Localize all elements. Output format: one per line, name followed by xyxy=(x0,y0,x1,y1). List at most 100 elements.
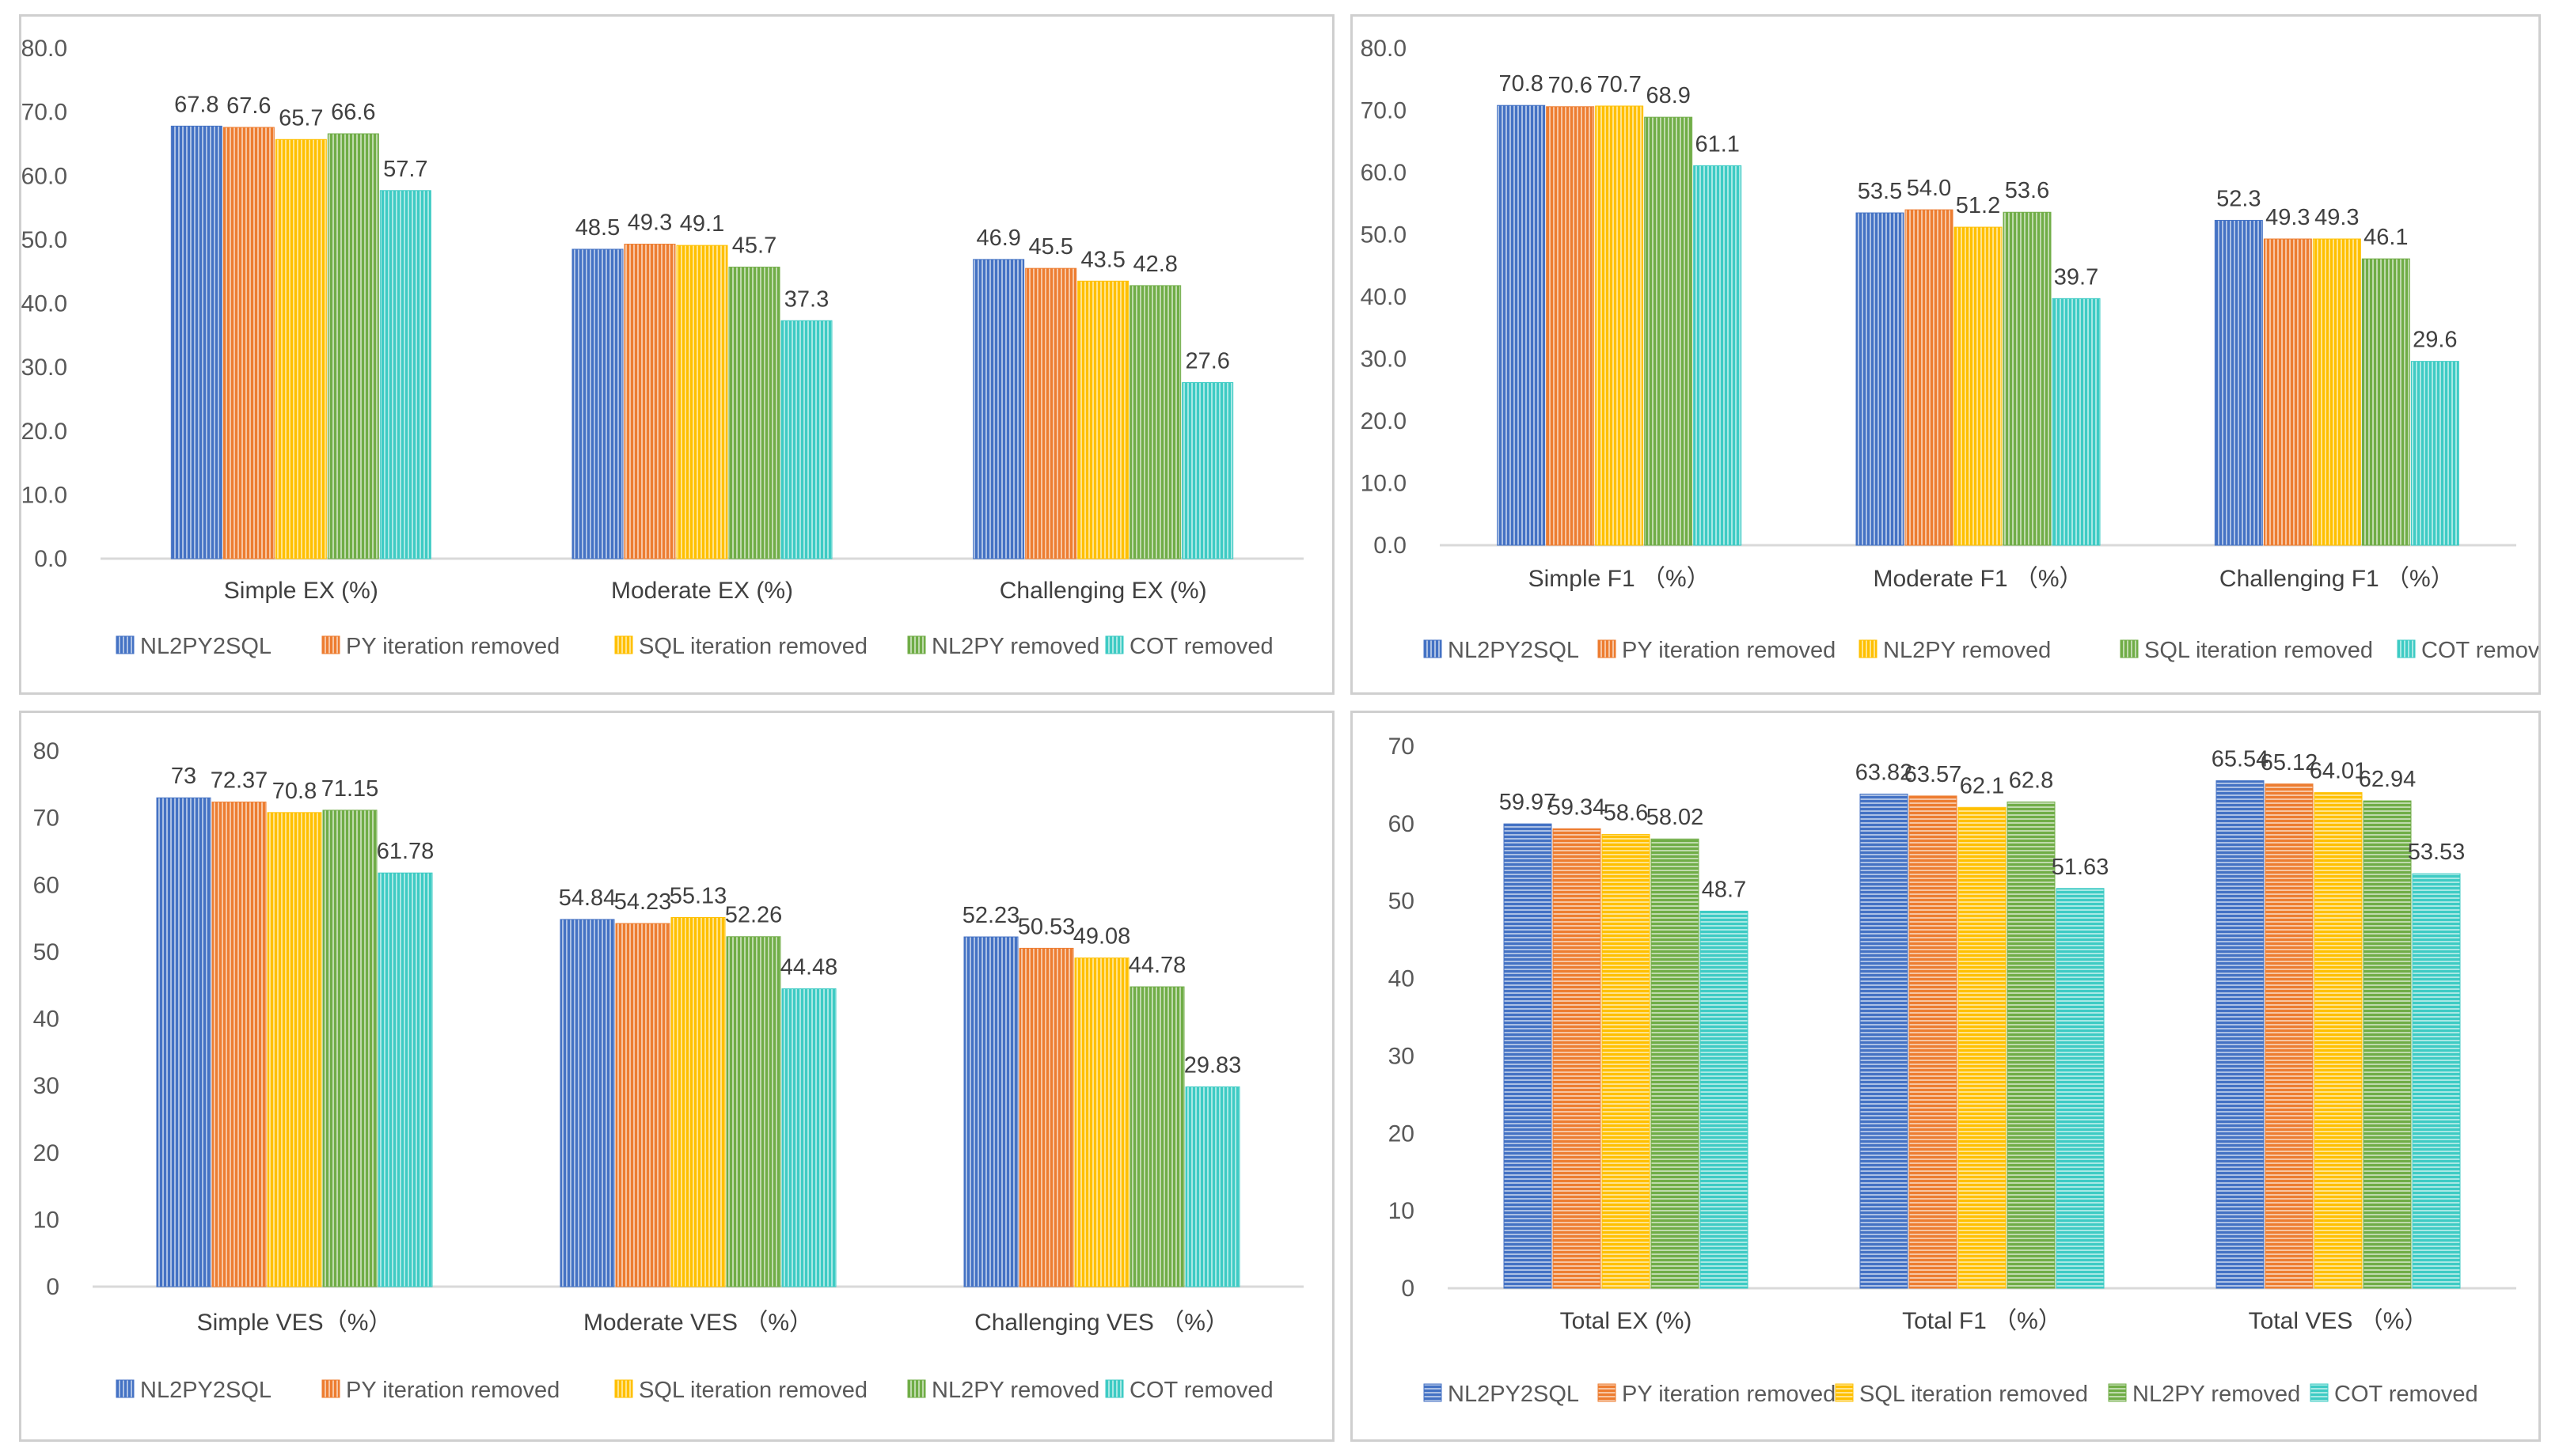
data-label: 51.2 xyxy=(1956,193,2000,218)
y-tick-label: 50.0 xyxy=(1361,222,1407,248)
y-tick-label: 50 xyxy=(33,939,59,965)
legend-swatch xyxy=(2310,1383,2329,1402)
bar xyxy=(170,125,222,559)
y-tick-label: 0.0 xyxy=(34,546,67,572)
category-label: Simple EX (%) xyxy=(224,578,378,604)
legend-label: COT removed xyxy=(1130,1378,1274,1403)
bar xyxy=(2263,238,2312,546)
data-label: 59.97 xyxy=(1499,790,1557,815)
legend-label: PY iteration removed xyxy=(346,634,560,659)
legend-swatch xyxy=(1597,1383,1616,1402)
y-tick-label: 70.0 xyxy=(21,100,67,126)
data-label: 65.7 xyxy=(279,105,323,131)
y-tick-label: 80.0 xyxy=(1361,36,1407,62)
bar xyxy=(1546,106,1595,546)
data-label: 67.8 xyxy=(174,92,218,117)
y-tick-label: 30 xyxy=(1388,1043,1414,1069)
legend-swatch xyxy=(2397,639,2416,658)
data-label: 52.3 xyxy=(2216,186,2261,211)
bar xyxy=(1908,795,1957,1289)
data-label: 66.6 xyxy=(331,100,375,125)
bar xyxy=(615,923,670,1287)
ex-bar-chart: 0.0 10.0 20.0 30.0 40.0 50.0 60.0 70.0 80.0 67.8 6… xyxy=(21,36,1304,659)
bar xyxy=(1595,105,1644,546)
legend-label: NL2PY2SQL xyxy=(140,634,271,659)
chart-panel-ex: 0.0 10.0 20.0 30.0 40.0 50.0 60.0 70.0 80.0 67.8 6… xyxy=(19,14,1335,695)
y-tick-label: 80.0 xyxy=(21,36,67,62)
y-tick-label: 40.0 xyxy=(1361,284,1407,310)
legend-swatch xyxy=(116,1379,135,1398)
y-tick-label: 20 xyxy=(1388,1120,1414,1147)
data-label: 49.3 xyxy=(2314,205,2359,230)
y-tick-label: 40.0 xyxy=(21,291,67,317)
y-tick-label: 10.0 xyxy=(1361,471,1407,497)
data-label: 54.23 xyxy=(614,889,672,915)
bar xyxy=(1185,1086,1240,1287)
y-tick-label: 40 xyxy=(33,1007,59,1033)
legend-label: PY iteration removed xyxy=(346,1378,560,1403)
y-tick-label: 20.0 xyxy=(1361,408,1407,434)
data-label: 50.53 xyxy=(1018,914,1076,939)
data-label: 73 xyxy=(171,764,196,789)
legend-swatch xyxy=(1859,639,1877,658)
bar xyxy=(1699,910,1748,1289)
data-label: 70.7 xyxy=(1597,72,1641,97)
data-label: 65.12 xyxy=(2261,750,2318,775)
y-tick-label: 30.0 xyxy=(21,355,67,381)
legend-swatch xyxy=(1105,1379,1124,1398)
data-label: 67.6 xyxy=(226,93,271,119)
data-label: 27.6 xyxy=(1185,348,1229,373)
legend-label: NL2PY removed xyxy=(1883,638,2051,663)
bar xyxy=(2052,298,2101,546)
data-label: 64.01 xyxy=(2310,759,2367,784)
bar xyxy=(211,802,267,1287)
bar xyxy=(670,916,726,1287)
legend-label: PY iteration removed xyxy=(1622,638,1836,663)
legend-swatch xyxy=(2120,639,2139,658)
data-label: 37.3 xyxy=(784,286,829,312)
bar xyxy=(275,138,327,559)
data-label: 46.9 xyxy=(976,226,1020,251)
data-label: 54.0 xyxy=(1907,176,1951,201)
bar xyxy=(1904,209,1953,546)
legend-swatch xyxy=(907,1379,926,1398)
y-tick-label: 60 xyxy=(1388,811,1414,837)
category-label: Moderate EX (%) xyxy=(611,578,793,604)
bar xyxy=(2363,800,2412,1289)
y-tick-label: 70 xyxy=(1388,734,1414,760)
legend-swatch xyxy=(614,1379,633,1398)
data-label: 53.5 xyxy=(1858,179,1902,204)
category-label: Challenging VES （%） xyxy=(974,1310,1229,1336)
bar xyxy=(1552,828,1601,1289)
data-label: 45.5 xyxy=(1028,234,1073,260)
y-tick-label: 40 xyxy=(1388,966,1414,992)
y-tick-label: 60 xyxy=(33,872,59,898)
bar xyxy=(2410,361,2459,546)
legend-swatch xyxy=(321,1379,340,1398)
bar xyxy=(327,133,379,559)
bar xyxy=(222,127,275,559)
data-label: 57.7 xyxy=(383,157,427,182)
bar xyxy=(2412,873,2461,1289)
legend-label: SQL iteration removed xyxy=(639,1378,868,1403)
legend-label: SQL iteration removed xyxy=(639,634,868,659)
y-tick-label: 50 xyxy=(1388,889,1414,915)
legend-swatch xyxy=(1597,639,1616,658)
y-tick-label: 0 xyxy=(1401,1276,1414,1302)
data-label: 29.83 xyxy=(1184,1053,1242,1079)
category-label: Simple F1 （%） xyxy=(1528,566,1710,592)
bar xyxy=(726,936,781,1287)
legend-swatch xyxy=(1105,635,1124,654)
bar xyxy=(728,267,780,559)
data-label: 53.53 xyxy=(2408,840,2466,865)
y-tick-label: 10 xyxy=(1388,1198,1414,1224)
y-tick-label: 70.0 xyxy=(1361,98,1407,124)
bar xyxy=(2007,801,2056,1289)
y-tick-label: 80 xyxy=(33,738,59,764)
bar xyxy=(379,190,431,559)
y-tick-label: 20 xyxy=(33,1140,59,1166)
bar xyxy=(1025,267,1077,559)
bar xyxy=(1503,823,1552,1289)
bar xyxy=(1077,280,1130,559)
